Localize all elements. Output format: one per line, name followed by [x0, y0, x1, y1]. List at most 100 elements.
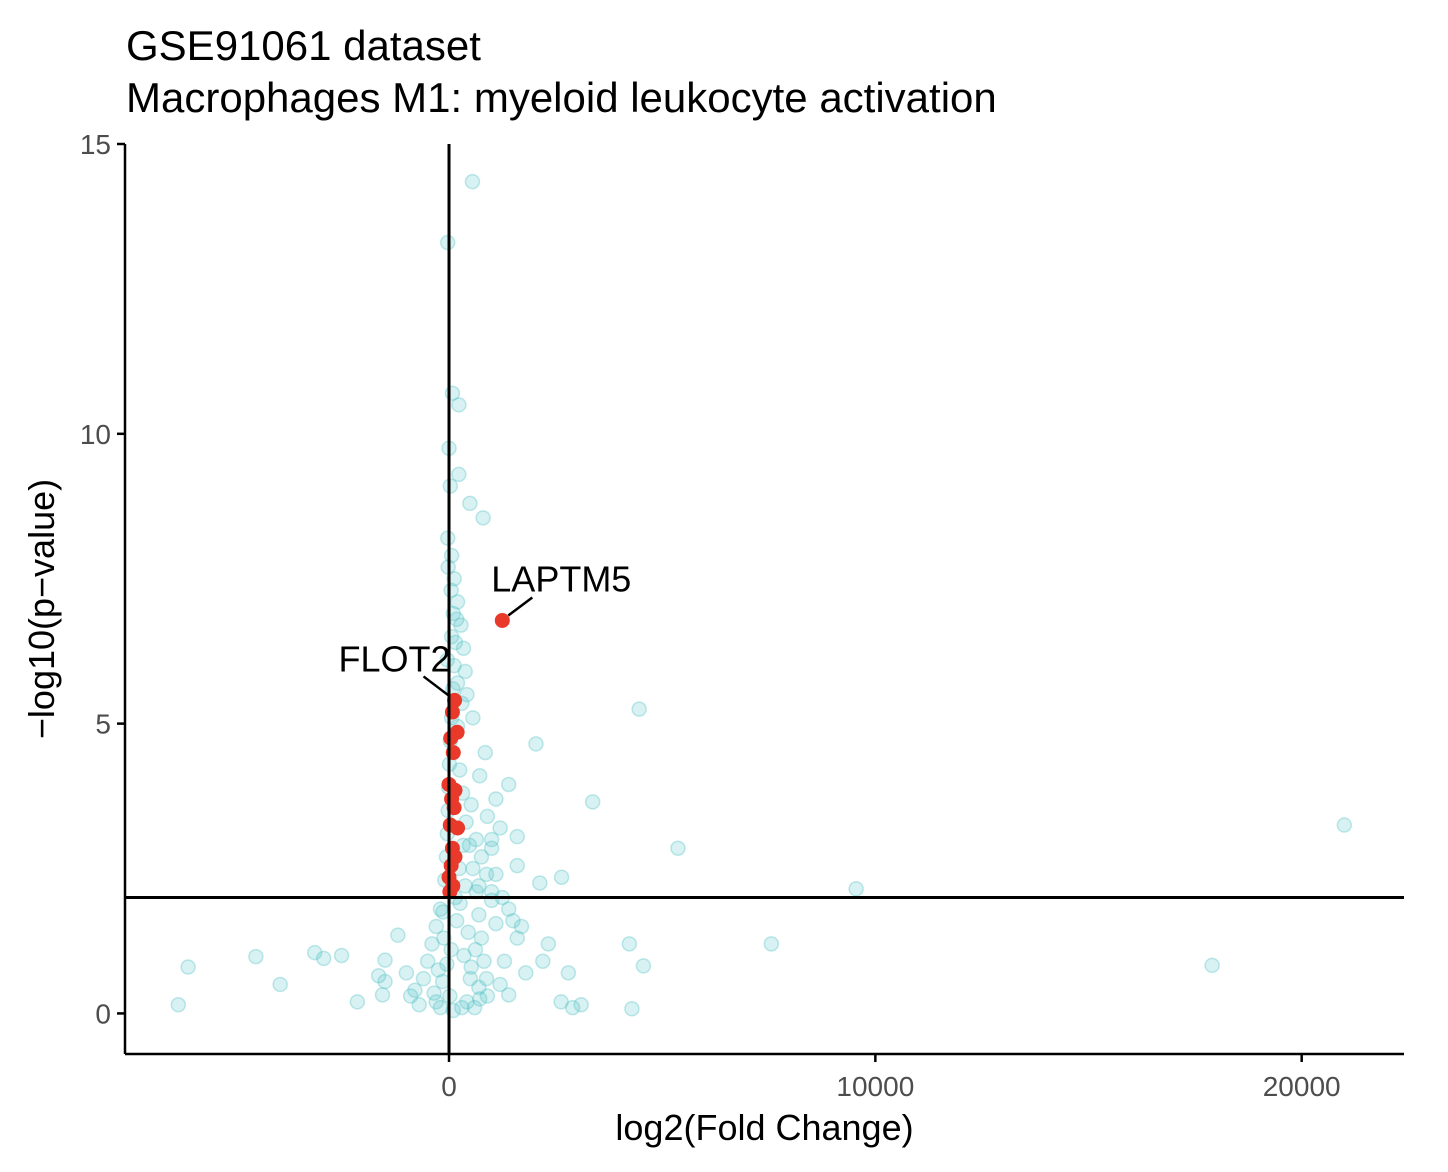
data-point [1204, 957, 1220, 974]
data-point [492, 820, 508, 836]
highlighted-point [443, 730, 459, 746]
data-point [479, 808, 496, 825]
data-point [462, 970, 479, 987]
chart-subtitle: Macrophages M1: myeloid leukocyte activa… [126, 74, 997, 121]
data-point [248, 948, 264, 965]
data-point [496, 953, 513, 970]
data-point [471, 768, 488, 784]
data-point [488, 791, 504, 807]
data-point [483, 831, 500, 848]
data-point [461, 837, 478, 854]
data-point [459, 686, 475, 703]
data-point [631, 701, 647, 717]
data-point [453, 617, 469, 633]
data-point [462, 495, 478, 512]
data-point [349, 994, 366, 1010]
data-point [333, 947, 350, 964]
data-point [509, 828, 525, 845]
data-point [477, 744, 494, 761]
data-point [763, 936, 780, 952]
data-point [398, 965, 415, 981]
gene-label-laptm5: LAPTM5 [491, 558, 631, 599]
data-point [411, 996, 427, 1013]
data-point [540, 936, 557, 952]
label-leader-line [422, 675, 450, 697]
chart-title: GSE91061 dataset [126, 22, 481, 69]
data-point [419, 953, 436, 970]
data-point [468, 831, 485, 848]
data-point [635, 958, 652, 974]
background-points [170, 173, 1353, 1019]
data-point [180, 959, 196, 975]
highlighted-point [443, 858, 459, 874]
data-point [535, 953, 551, 970]
data-point [492, 976, 508, 993]
data-point [464, 173, 481, 190]
data-point [439, 652, 456, 668]
x-tick-label: 10000 [836, 1071, 914, 1102]
gene-labels: LAPTM5 FLOT2 [339, 558, 631, 697]
data-point [584, 794, 601, 810]
data-point [564, 999, 581, 1016]
data-point [449, 594, 466, 610]
data-point [513, 918, 530, 935]
data-point [402, 988, 419, 1004]
data-point [476, 953, 492, 970]
data-point [306, 944, 323, 961]
highlighted-point [494, 612, 510, 628]
data-point [315, 950, 332, 967]
data-point [553, 869, 570, 885]
data-point [454, 999, 470, 1016]
data-point [479, 988, 496, 1004]
data-point [465, 860, 481, 877]
data-point [451, 397, 467, 413]
highlighted-point [447, 692, 463, 708]
data-point [518, 965, 534, 981]
x-tick-label: 0 [441, 1071, 457, 1102]
data-point [471, 979, 487, 996]
data-point [483, 840, 500, 856]
data-point [467, 941, 484, 958]
reference-lines [125, 144, 1404, 1054]
highlighted-point [444, 704, 460, 720]
data-point [532, 875, 548, 891]
data-point [463, 959, 479, 975]
data-point [478, 866, 495, 883]
data-point [475, 510, 491, 526]
data-point [451, 762, 468, 778]
y-tick-label: 0 [95, 998, 111, 1029]
data-point [374, 987, 391, 1003]
data-point [488, 915, 504, 932]
data-point [432, 999, 449, 1016]
data-point [426, 985, 442, 1001]
data-point [473, 849, 490, 865]
x-tick-label: 20000 [1263, 1071, 1341, 1102]
data-point [621, 936, 638, 952]
data-point [459, 994, 475, 1010]
data-point [456, 947, 472, 964]
label-leader-line [507, 596, 534, 617]
data-point [488, 866, 504, 883]
data-point [670, 840, 686, 856]
data-point [466, 999, 483, 1016]
data-point [170, 996, 187, 1013]
data-point [471, 878, 487, 894]
data-point [553, 994, 569, 1010]
data-point [377, 973, 393, 990]
data-point [377, 952, 393, 968]
data-point [463, 797, 479, 813]
data-point [428, 994, 444, 1010]
data-point [407, 982, 423, 998]
data-point [573, 996, 589, 1013]
data-point [424, 936, 440, 952]
data-point [473, 930, 490, 946]
data-point [478, 970, 495, 987]
data-point [624, 1001, 640, 1017]
data-point [848, 881, 864, 897]
data-point [500, 901, 517, 917]
data-point [448, 611, 465, 628]
x-axis-title: log2(Fold Change) [615, 1107, 913, 1148]
data-point [446, 657, 462, 674]
data-point [500, 776, 517, 793]
